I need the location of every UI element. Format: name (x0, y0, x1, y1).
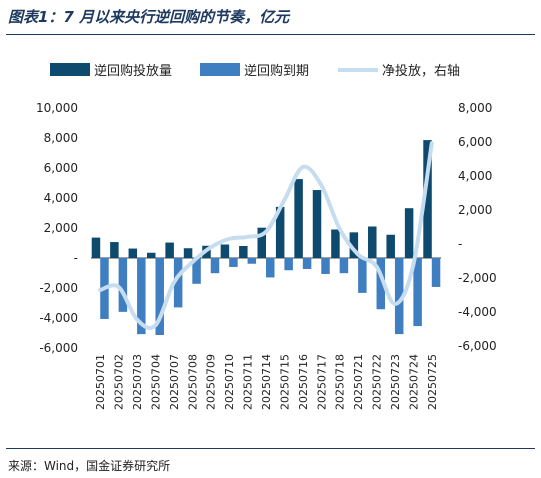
left-tick-label: -4,000 (39, 311, 78, 325)
x-axis: 20250701 20250702 20250703 20250704 20250707… (94, 354, 439, 410)
legend-label: 逆回购到期 (244, 63, 309, 79)
left-tick-label: 10,000 (36, 101, 78, 115)
left-tick-label: 6,000 (44, 161, 78, 175)
left-tick-label: -6,000 (39, 341, 78, 355)
bar-maturity (210, 258, 220, 274)
legend-swatch (200, 63, 240, 76)
bar-reverse-repo (331, 229, 340, 258)
x-tick-label: 20250722 (371, 354, 384, 410)
bar-maturity (247, 258, 257, 264)
x-tick-label: 20250708 (186, 354, 199, 410)
title-divider (6, 34, 535, 35)
source-note: 来源：Wind，国金证券研究所 (8, 459, 171, 473)
figure-title: 图表1：7 月以来央行逆回购的节奏，亿元 (8, 8, 290, 26)
right-tick-label: - (458, 237, 462, 251)
right-tick-label: 2,000 (458, 203, 492, 217)
x-tick-label: 20250715 (278, 354, 291, 410)
bar-reverse-repo (368, 226, 377, 258)
legend: 逆回购投放量 逆回购到期 净投放，右轴 (50, 63, 460, 79)
bar-reverse-repo (423, 140, 432, 258)
left-tick-label: 2,000 (44, 221, 78, 235)
bar-maturity (266, 258, 275, 278)
left-tick-label: 8,000 (44, 131, 78, 145)
bar-maturity (155, 258, 164, 335)
x-tick-label: 20250717 (315, 354, 328, 410)
bar-maturity (394, 258, 404, 335)
left-tick-label: 4,000 (44, 191, 78, 205)
x-tick-label: 20250711 (242, 354, 255, 410)
right-tick-label: -6,000 (458, 339, 497, 353)
bars (91, 140, 441, 335)
bar-reverse-repo (128, 248, 138, 258)
bar-reverse-repo (386, 234, 395, 258)
legend-item: 逆回购到期 (200, 63, 309, 79)
x-tick-label: 20250714 (260, 354, 273, 410)
right-tick-label: -4,000 (458, 305, 497, 319)
x-tick-label: 20250709 (205, 354, 218, 410)
bar-reverse-repo (349, 232, 359, 258)
bar-maturity (302, 258, 312, 269)
right-tick-label: 4,000 (458, 169, 492, 183)
x-tick-label: 20250716 (297, 354, 310, 410)
bar-maturity (413, 258, 422, 327)
bar-reverse-repo (312, 190, 322, 258)
legend-label: 逆回购投放量 (94, 63, 172, 79)
right-tick-label: -2,000 (458, 271, 497, 285)
bar-maturity (376, 258, 386, 310)
right-tick-label: 8,000 (458, 101, 492, 115)
x-tick-label: 20250704 (149, 354, 162, 410)
x-tick-label: 20250725 (426, 354, 439, 410)
bar-reverse-repo (183, 248, 193, 258)
left-tick-label: -2,000 (39, 281, 78, 295)
x-tick-label: 20250701 (94, 354, 107, 410)
bar-reverse-repo (239, 246, 248, 258)
bar-maturity (358, 258, 367, 293)
chart: 逆回购投放量 逆回购到期 净投放，右轴 10,000 8,000 6,000 4,000 2… (36, 63, 497, 410)
x-tick-label: 20250702 (113, 354, 126, 410)
x-tick-label: 20250710 (223, 354, 236, 410)
legend-swatch (50, 63, 90, 76)
bar-maturity (173, 258, 183, 308)
left-axis: 10,000 8,000 6,000 4,000 2,000 - -2,000 -4,000 -… (36, 101, 78, 355)
bar-maturity (192, 258, 201, 284)
right-axis: 8,000 6,000 4,000 2,000 - -2,000 -4,000 -6,000 (458, 101, 497, 353)
x-tick-label: 20250718 (334, 354, 347, 410)
legend-item: 逆回购投放量 (50, 63, 172, 79)
bar-reverse-repo (294, 179, 303, 258)
bar-reverse-repo (257, 227, 266, 258)
bar-reverse-repo (404, 208, 414, 258)
bar-maturity (229, 258, 238, 267)
left-tick-label: - (74, 251, 78, 265)
x-tick-label: 20250707 (168, 354, 181, 410)
bar-maturity (118, 258, 128, 312)
bar-maturity (321, 258, 330, 274)
legend-item: 净投放，右轴 (338, 63, 460, 79)
x-tick-label: 20250703 (131, 354, 144, 410)
bar-reverse-repo (275, 206, 285, 258)
bar-reverse-repo (165, 242, 174, 258)
bar-reverse-repo (91, 237, 101, 258)
legend-label: 净投放，右轴 (382, 63, 460, 79)
bar-reverse-repo (110, 242, 119, 258)
x-tick-label: 20250724 (407, 354, 420, 410)
net-injection-series (98, 141, 434, 330)
bar-maturity (339, 258, 349, 274)
bar-maturity (431, 258, 441, 287)
bar-maturity (137, 258, 146, 335)
net-injection-line (98, 141, 434, 330)
footer-divider (6, 448, 535, 449)
bar-reverse-repo (146, 252, 156, 258)
right-tick-label: 6,000 (458, 135, 492, 149)
bar-reverse-repo (220, 244, 230, 258)
bar-maturity (284, 258, 293, 271)
x-tick-label: 20250723 (389, 354, 402, 410)
x-tick-label: 20250721 (352, 354, 365, 410)
